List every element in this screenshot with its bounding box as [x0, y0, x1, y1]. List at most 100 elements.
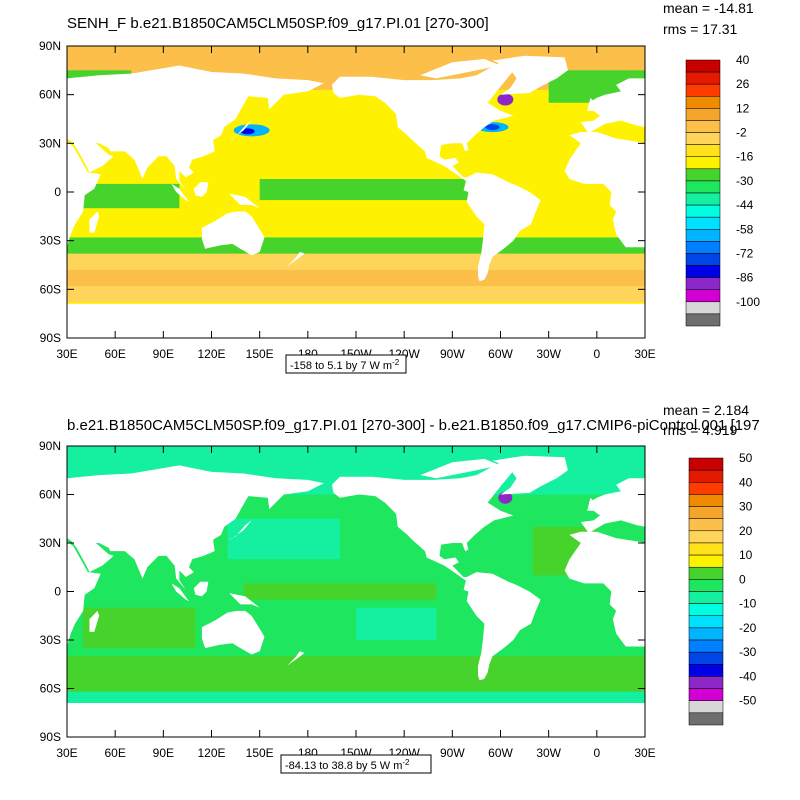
colorbar-swatch: [688, 627, 724, 641]
land-japan: [227, 520, 252, 540]
colorbar-swatch: [688, 566, 724, 580]
colorbar-label: -86: [736, 271, 754, 285]
colorbar-swatch: [685, 289, 721, 303]
colorbar-swatch: [688, 506, 724, 519]
colorbar-label: 50: [739, 451, 753, 465]
land-australia: [201, 610, 265, 655]
colorbar-swatch: [685, 301, 721, 315]
equatorial-pacific-band: [259, 179, 477, 201]
lon-tick-label: 90W: [440, 746, 465, 760]
colorbar-label: 0: [739, 572, 746, 586]
lon-tick-label: 90E: [153, 746, 174, 760]
lon-tick-label: 30E: [634, 746, 655, 760]
colorbar-swatch: [688, 469, 724, 483]
land-borneo: [193, 581, 209, 597]
lat-tick-label: 30N: [39, 136, 61, 150]
lat-tick-label: 30N: [39, 536, 61, 550]
colorbar-label: 26: [736, 77, 750, 91]
colorbar-swatch: [688, 639, 724, 653]
colorbar-swatch: [685, 180, 721, 194]
equatorial-pacific-band: [243, 583, 437, 600]
contour-range-box: [280, 754, 432, 774]
colorbar-swatch: [685, 313, 721, 327]
colorbar-label: -16: [736, 150, 754, 164]
lon-tick-label: 30W: [536, 746, 561, 760]
lat-tick-label: 60S: [40, 282, 61, 296]
land-britain: [587, 497, 597, 511]
land-borneo: [193, 182, 209, 197]
colorbar-swatch: [688, 542, 724, 556]
southern-ocean-inner: [67, 269, 645, 287]
lon-tick-label: 60E: [104, 347, 125, 361]
colorbar-label: 40: [736, 53, 750, 67]
lat-tick-label: 90N: [39, 39, 61, 53]
colorbar-swatch: [685, 83, 721, 97]
colorbar: 50 40 30 20 10 0 -10 -20 -30 -40 -50: [688, 451, 757, 726]
colorbar-label: -100: [736, 295, 760, 309]
colorbar-swatch: [688, 664, 724, 677]
gulf-stream-core: [485, 124, 500, 131]
colorbar-swatch: [685, 253, 721, 266]
colorbar-swatch: [685, 216, 721, 230]
panel-title: SENH_F b.e21.B1850CAM5CLM50SP.f09_g17.PI…: [67, 15, 489, 32]
colorbar-swatch: [685, 71, 721, 85]
colorbar-swatch: [688, 482, 724, 495]
land-japan: [227, 120, 252, 141]
land-australia: [201, 211, 265, 256]
north-pacific-cyan: [227, 518, 340, 560]
colorbar-swatch: [688, 591, 724, 604]
lon-tick-label: 150E: [246, 347, 274, 361]
colorbar-label: -58: [736, 222, 754, 236]
land-greenland: [492, 55, 568, 95]
lon-tick-label: 60W: [488, 347, 513, 361]
colorbar: 40 26 12 -2 -16 -30 -44 -58 -72 -86 -100: [685, 53, 760, 327]
stats-mean: mean = -14.81: [663, 0, 754, 16]
contour-range-label: -158 to 5.1 by 7 W m-2: [290, 358, 400, 372]
land-arctic-islands: [420, 458, 501, 479]
colorbar-swatch: [688, 615, 724, 629]
colorbar-label: -30: [736, 174, 754, 188]
colorbar-swatch: [685, 120, 721, 133]
stats-mean: mean = 2.184: [663, 402, 749, 418]
land-antarctica: [67, 303, 645, 338]
land-sumatra: [171, 583, 189, 602]
lon-tick-label: 0: [593, 347, 600, 361]
lon-tick-label: 90W: [440, 347, 465, 361]
colorbar-label: 40: [739, 475, 753, 489]
land-new-guinea: [229, 193, 260, 209]
colorbar-swatch: [688, 603, 724, 617]
map-field: [67, 46, 645, 338]
map-field: [67, 446, 645, 737]
indian-ocean-band: [83, 607, 196, 649]
lon-tick-label: 30W: [536, 347, 561, 361]
colorbar-swatch: [685, 59, 721, 73]
colorbar-swatch: [688, 457, 724, 471]
colorbar-swatch: [688, 579, 724, 592]
colorbar-swatch: [685, 241, 721, 254]
colorbar-swatch: [685, 168, 721, 182]
land-antarctica: [67, 703, 645, 737]
labrador-anomaly: [497, 93, 514, 106]
colorbar-label: -20: [739, 621, 757, 635]
lon-tick-label: 30E: [56, 347, 77, 361]
land-europe-west: [580, 78, 645, 134]
colorbar-swatch: [688, 494, 724, 507]
colorbar-swatch: [685, 204, 721, 218]
colorbar-label: 10: [739, 548, 753, 562]
land-sumatra: [171, 183, 189, 202]
land-africa-east: [67, 541, 101, 647]
colorbar-label: 20: [739, 524, 753, 538]
colorbar-label: -50: [739, 694, 757, 708]
lat-tick-label: 90S: [40, 331, 61, 345]
colorbar-swatch: [688, 530, 724, 544]
colorbar-swatch: [685, 192, 721, 206]
land-africa: [564, 531, 645, 647]
colorbar-label: -44: [736, 198, 754, 212]
stats-rms: rms = 17.31: [663, 21, 738, 37]
colorbar-swatch: [685, 156, 721, 170]
lat-tick-label: 90N: [39, 439, 61, 453]
south-pacific-cyan: [356, 607, 437, 640]
colorbar-swatch: [685, 144, 721, 157]
